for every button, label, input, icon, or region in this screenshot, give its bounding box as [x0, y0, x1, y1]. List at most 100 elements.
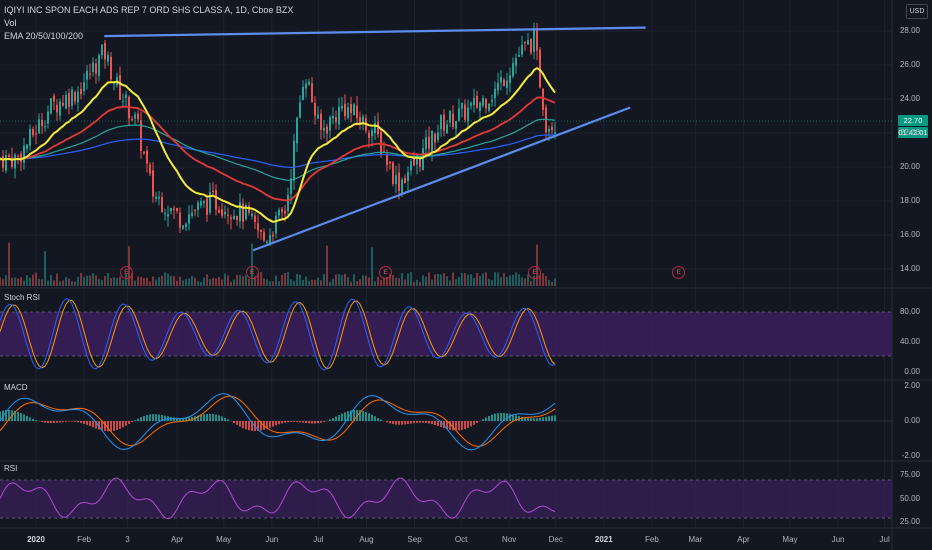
- candle-body: [473, 98, 475, 105]
- candle-body: [266, 241, 268, 243]
- macd-histogram-bar: [233, 421, 235, 424]
- volume-bar: [392, 275, 394, 286]
- macd-histogram-bar: [413, 421, 415, 424]
- macd-histogram-bar: [530, 418, 532, 421]
- candle-body: [515, 58, 517, 66]
- macd-histogram-bar: [461, 421, 463, 430]
- macd-histogram-bar: [422, 421, 424, 423]
- macd-histogram-bar: [449, 421, 451, 430]
- volume-bar: [395, 277, 397, 286]
- volume-bar: [260, 272, 262, 286]
- volume-bar: [83, 277, 85, 286]
- volume-bar: [170, 275, 172, 286]
- macd-histogram-bar: [293, 421, 295, 422]
- volume-bar: [362, 275, 364, 286]
- macd-histogram-bar: [152, 414, 154, 421]
- candle-body: [239, 202, 241, 222]
- trendline: [104, 26, 646, 38]
- macd-histogram-bar: [41, 421, 43, 423]
- candle-body: [104, 42, 106, 60]
- candle-body: [71, 89, 73, 106]
- candle-body: [62, 102, 64, 106]
- candle-body: [47, 111, 49, 124]
- macd-histogram-bar: [83, 421, 85, 424]
- macd-histogram-bar: [428, 421, 430, 424]
- volume-bar: [428, 272, 430, 286]
- volume-bar: [110, 277, 112, 286]
- candle-body: [344, 103, 346, 117]
- candle-body: [290, 178, 292, 194]
- macd-histogram-bar: [128, 421, 130, 424]
- time-axis-tick: Dec: [548, 535, 563, 544]
- candle-body: [284, 210, 286, 214]
- macd-histogram-bar: [323, 421, 325, 422]
- macd-histogram-bar: [545, 416, 547, 421]
- macd-histogram-bar: [86, 421, 88, 425]
- volume-bar: [404, 279, 406, 286]
- macd-histogram-bar: [476, 421, 478, 424]
- candle-body: [446, 124, 448, 134]
- candle-body: [443, 114, 445, 131]
- candle-body: [464, 104, 466, 120]
- candle-body: [134, 114, 136, 119]
- volume-bar: [29, 277, 31, 286]
- candle-body: [416, 155, 418, 165]
- volume-bar: [140, 276, 142, 286]
- volume-bar: [389, 273, 391, 286]
- earnings-marker[interactable]: E: [672, 266, 686, 279]
- volume-bar: [371, 247, 373, 286]
- macd-histogram-bar: [344, 412, 346, 421]
- volume-bar: [149, 281, 151, 286]
- candle-body: [236, 215, 238, 221]
- macd-histogram-bar: [47, 421, 49, 424]
- candle-body: [170, 207, 172, 212]
- candle-body: [278, 209, 280, 216]
- earnings-marker[interactable]: E: [527, 266, 541, 279]
- candle-body: [428, 136, 430, 149]
- candle-body: [188, 214, 190, 224]
- volume-bar: [152, 276, 154, 286]
- volume-bar: [80, 272, 82, 286]
- candle-body: [125, 94, 127, 98]
- volume-bar: [338, 274, 340, 286]
- candle-body: [242, 203, 244, 222]
- earnings-marker[interactable]: E: [245, 266, 259, 279]
- macd-histogram-bar: [113, 421, 115, 431]
- time-axis-tick: 2021: [594, 535, 613, 544]
- candle-body: [191, 212, 193, 217]
- volume-bar: [0, 277, 1, 286]
- candle-body: [17, 155, 19, 157]
- candle-body: [230, 217, 232, 220]
- macd-histogram-bar: [341, 413, 343, 421]
- volume-label: Vol: [4, 18, 17, 28]
- time-axis-tick: Oct: [454, 535, 468, 544]
- macd-histogram-bar: [71, 421, 73, 422]
- volume-bar: [125, 273, 127, 286]
- stoch-d-line: [0, 300, 556, 370]
- volume-bar: [368, 277, 370, 286]
- volume-bar: [407, 273, 409, 286]
- currency-button[interactable]: USD: [906, 4, 928, 19]
- macd-histogram-bar: [524, 417, 526, 421]
- rsi-line: [0, 477, 556, 520]
- ema-100-line: [0, 118, 556, 181]
- candle-body: [98, 55, 100, 76]
- volume-bar: [17, 278, 19, 286]
- volume-bar: [491, 279, 493, 286]
- volume-bar: [497, 272, 499, 286]
- macd-histogram-bar: [353, 409, 355, 421]
- macd-histogram-bar: [164, 415, 166, 421]
- macd-histogram-bar: [431, 421, 433, 425]
- macd-histogram-bar: [17, 411, 19, 421]
- volume-bar: [365, 275, 367, 286]
- earnings-marker[interactable]: E: [379, 266, 393, 279]
- volume-bar: [287, 272, 289, 286]
- macd-histogram-bar: [23, 414, 25, 421]
- macd-histogram-bar: [131, 421, 133, 423]
- earnings-marker[interactable]: E: [119, 266, 133, 279]
- candle-body: [479, 102, 481, 112]
- macd-histogram-bar: [8, 409, 10, 421]
- candle-body: [368, 132, 370, 138]
- macd-histogram-bar: [317, 421, 319, 424]
